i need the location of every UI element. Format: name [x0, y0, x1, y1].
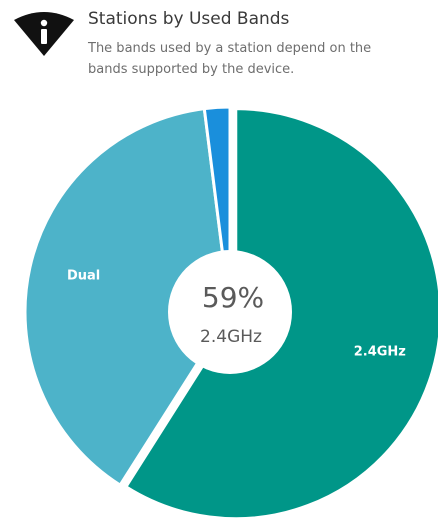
- info-icon[interactable]: [8, 10, 80, 58]
- slice-label-dual: Dual: [67, 268, 100, 283]
- center-hole: [168, 250, 292, 374]
- pie-slice-dual[interactable]: [23, 106, 232, 488]
- slice-label-2-4ghz: 2.4GHz: [354, 345, 406, 360]
- subtitle-line-1: The bands used by a station depend on th…: [88, 41, 372, 56]
- chart-subtitle: The bands used by a station depend on th…: [88, 38, 428, 80]
- pie-slice-labels: 2.4GHz Dual: [67, 268, 406, 359]
- chart-title: Stations by Used Bands: [88, 9, 290, 29]
- pie-slices: [23, 105, 438, 521]
- center-value: 59%: [202, 281, 264, 314]
- center-label: 2.4GHz: [200, 327, 262, 347]
- subtitle-line-2: bands supported by the device.: [88, 62, 295, 77]
